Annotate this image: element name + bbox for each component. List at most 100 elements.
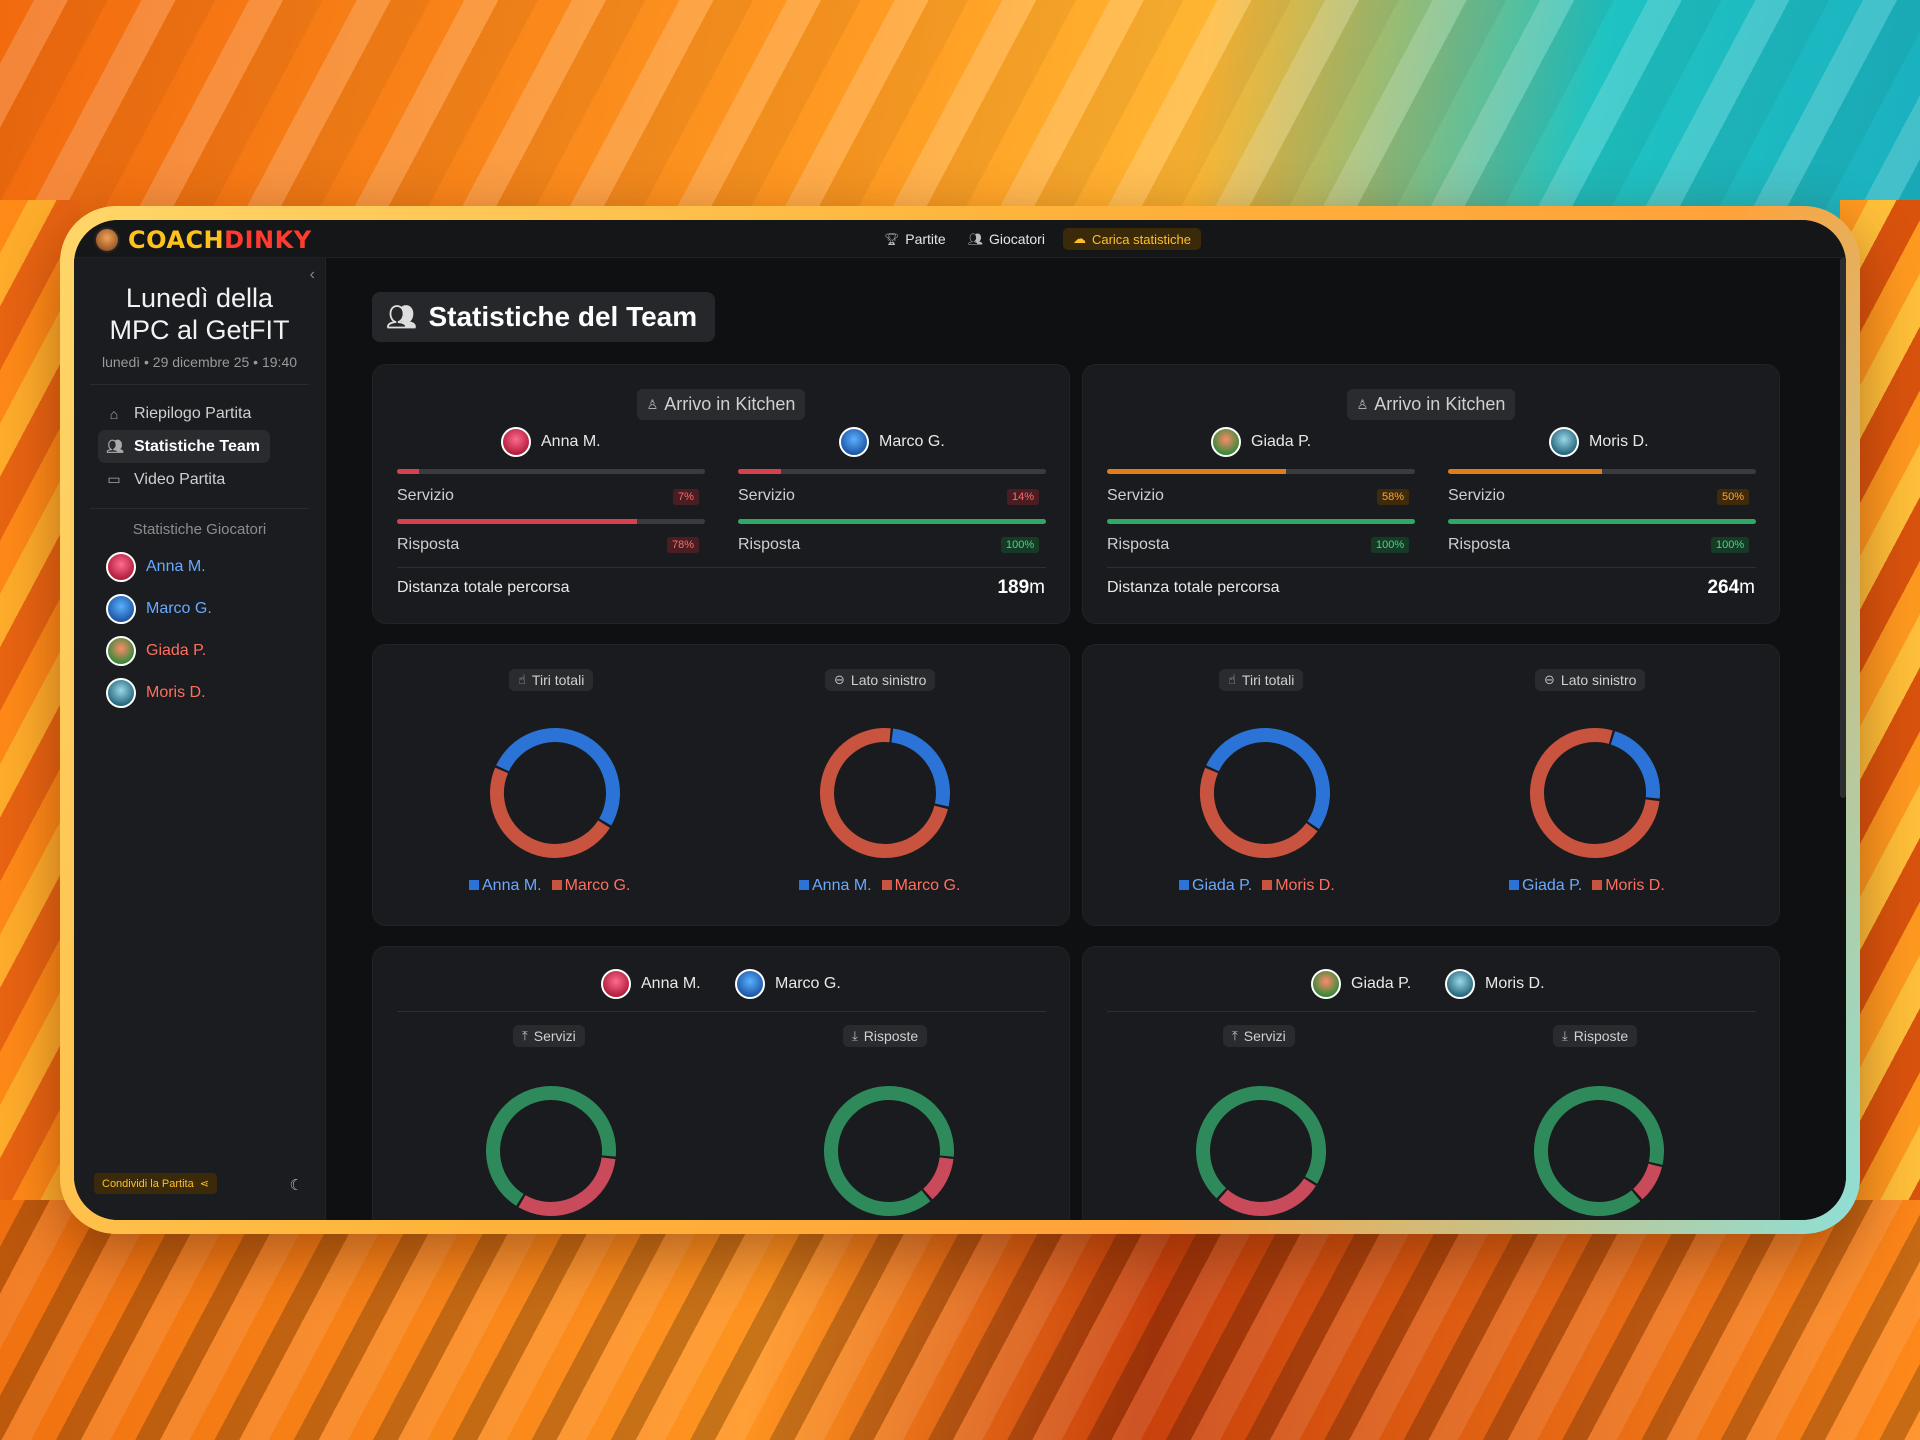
main-content: 👥︎ Statistiche del Team ♙ Arrivo in Kitch… [326, 258, 1846, 1220]
cloud-upload-icon: ☁ [1072, 231, 1086, 246]
left-side-title: ⊖ Lato sinistro [1535, 669, 1646, 691]
avatar [735, 969, 765, 999]
sidebar: ‹ Lunedì della MPC al GetFIT lunedì • 29… [74, 258, 326, 1220]
legend-label: Marco G. [894, 877, 961, 894]
moon-icon[interactable]: ☾ [289, 1177, 303, 1194]
sidebar-item-video[interactable]: ▭ Video Partita [98, 463, 301, 496]
player-name: Marco G. [775, 975, 841, 992]
return-label: Risposta [1448, 536, 1511, 553]
upload-stats-button[interactable]: ☁ Carica statistiche [1062, 228, 1201, 250]
returns-title: ⤓ Risposte [1553, 1025, 1638, 1047]
return-bar [397, 519, 705, 524]
legend-label: Giada P. [1522, 877, 1583, 894]
serves-donut [1196, 1086, 1326, 1216]
return-badge: 100% [1371, 537, 1410, 553]
legend-item: Anna M. [799, 877, 872, 895]
nav-matches[interactable]: 🏆︎ Partite [884, 231, 946, 247]
player-header: Giada P. [1211, 427, 1311, 457]
video-icon: ▭ [107, 471, 121, 487]
hand-icon: ☝ [1228, 672, 1236, 687]
sidebar-item-label: Video Partita [134, 470, 226, 488]
legend-swatch [881, 880, 892, 890]
distance-number: 189 [997, 577, 1030, 598]
arrow-down-icon: ⤓ [1562, 1028, 1568, 1043]
sidebar-item-team-stats[interactable]: 👥︎ Statistiche Team [98, 430, 270, 463]
shots-card-team-1: ☝ Tiri totali ⊖ Lato sinistro Anna M. Marc… [372, 644, 1070, 926]
return-bar-fill [397, 519, 638, 524]
returns-donut [1534, 1086, 1664, 1216]
player-header: Marco G. [735, 969, 841, 999]
arrow-up-icon: ⤒ [522, 1028, 528, 1043]
serve-bar [1448, 469, 1756, 474]
share-match-button[interactable]: Condividi la Partita ⋖ [94, 1173, 217, 1194]
share-match-label: Condividi la Partita [102, 1177, 194, 1190]
app-logo[interactable]: COACHDINKY [94, 226, 312, 254]
total-shots-title: ☝ Tiri totali [1219, 669, 1304, 691]
sidebar-player-anna[interactable]: Anna M. [74, 546, 325, 588]
legend-item: Giada P. [1179, 877, 1252, 895]
avatar [839, 427, 869, 457]
hand-icon: ☝ [518, 672, 526, 687]
return-label: Risposta [738, 536, 801, 553]
distance-unit: m [1029, 577, 1045, 598]
divider [90, 508, 309, 509]
sidebar-player-marco[interactable]: Marco G. [74, 588, 325, 630]
left-side-label: Lato sinistro [850, 672, 927, 688]
donut-segment-2 [1200, 728, 1330, 858]
return-bar-fill [1448, 519, 1756, 524]
avatar [106, 636, 136, 666]
total-shots-donut [490, 728, 620, 859]
serves-title: ⤒ Servizi [513, 1025, 585, 1047]
avatar [501, 427, 531, 457]
donut-segment-1 [1200, 728, 1330, 859]
player-name: Moris D. [1485, 975, 1545, 992]
legend-swatch [799, 880, 809, 890]
sidebar-player-giada[interactable]: Giada P. [74, 630, 325, 672]
logo-text-coach: COACH [128, 226, 225, 254]
serve-bar-fill [1448, 469, 1602, 474]
kitchen-title: ♙ Arrivo in Kitchen [636, 389, 806, 420]
page-title-text: Statistiche del Team [428, 301, 698, 332]
serves-label: Servizi [1243, 1028, 1286, 1044]
legend-label: Anna M. [482, 877, 542, 894]
sidebar-menu: ⌂ Riepilogo Partita 👥︎ Statistiche Team … [74, 397, 325, 496]
nav-players[interactable]: 👥︎ Giocatori [968, 231, 1045, 247]
legend: Giada P. Moris D. [1179, 877, 1335, 895]
serve-badge: 58% [1377, 489, 1410, 505]
legend: Anna M. Marco G. [799, 877, 960, 895]
return-badge: 100% [1711, 537, 1750, 553]
player-name: Moris D. [1589, 433, 1649, 450]
player-name: Giada P. [1251, 433, 1312, 450]
player-name: Marco G. [146, 600, 212, 617]
sidebar-item-summary[interactable]: ⌂ Riepilogo Partita [98, 397, 301, 430]
legend-swatch [469, 880, 479, 890]
collapse-sidebar-icon[interactable]: ‹ [309, 266, 315, 283]
chef-hat-icon: ♙ [646, 396, 659, 412]
users-icon: 👥︎ [106, 438, 124, 454]
scrollbar[interactable] [1840, 258, 1846, 798]
kitchen-card-team-2: ♙ Arrivo in Kitchen Giada P. Moris D. Ser… [1082, 364, 1780, 624]
legend: Anna M. Marco G. [469, 877, 630, 895]
return-label: Risposta [1107, 536, 1170, 553]
total-shots-title: ☝ Tiri totali [509, 669, 594, 691]
player-name: Giada P. [1351, 975, 1412, 992]
player-name: Anna M. [641, 975, 701, 992]
arrow-left-circle-icon: ⊖ [1544, 672, 1555, 687]
serve-bar-fill [397, 469, 419, 474]
trophy-icon: 🏆︎ [884, 232, 900, 246]
return-badge: 100% [1001, 537, 1040, 553]
users-icon: 👥︎ [967, 232, 983, 246]
legend-swatch [1592, 880, 1603, 890]
arrow-left-circle-icon: ⊖ [834, 672, 845, 687]
sidebar-player-moris[interactable]: Moris D. [74, 672, 325, 714]
serve-label: Servizio [738, 487, 795, 504]
kitchen-title: ♙ Arrivo in Kitchen [1346, 389, 1516, 420]
donut-segment-1 [1196, 1086, 1326, 1216]
distance-label: Distanza totale percorsa [397, 579, 570, 596]
avatar [106, 594, 136, 624]
donut-segment-2 [820, 728, 950, 858]
player-stats-title: Statistiche Giocatori [132, 521, 267, 538]
app-screen: COACHDINKY 🏆︎ Partite 👥︎ Giocatori ☁ Car… [74, 220, 1846, 1220]
player-name: Moris D. [146, 684, 206, 701]
returns-title: ⤓ Risposte [843, 1025, 928, 1047]
